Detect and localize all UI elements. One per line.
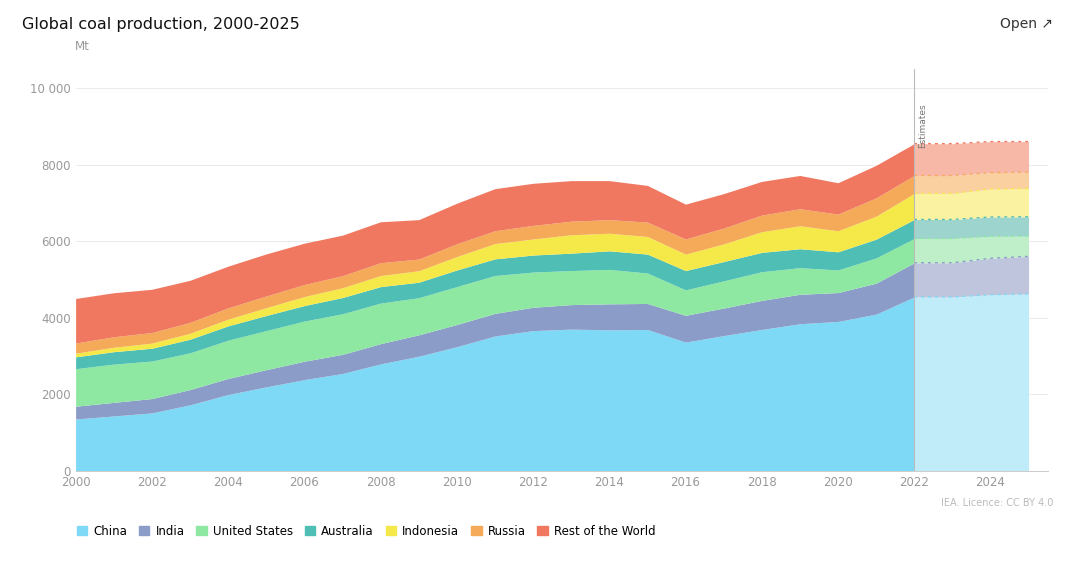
Text: Mt: Mt [75, 40, 90, 53]
Text: Open ↗: Open ↗ [1000, 17, 1053, 31]
Text: Estimates: Estimates [918, 103, 927, 148]
Text: IEA. Licence: CC BY 4.0: IEA. Licence: CC BY 4.0 [941, 498, 1053, 508]
Text: Global coal production, 2000-2025: Global coal production, 2000-2025 [22, 17, 299, 32]
Legend: China, India, United States, Australia, Indonesia, Russia, Rest of the World: China, India, United States, Australia, … [77, 525, 656, 538]
